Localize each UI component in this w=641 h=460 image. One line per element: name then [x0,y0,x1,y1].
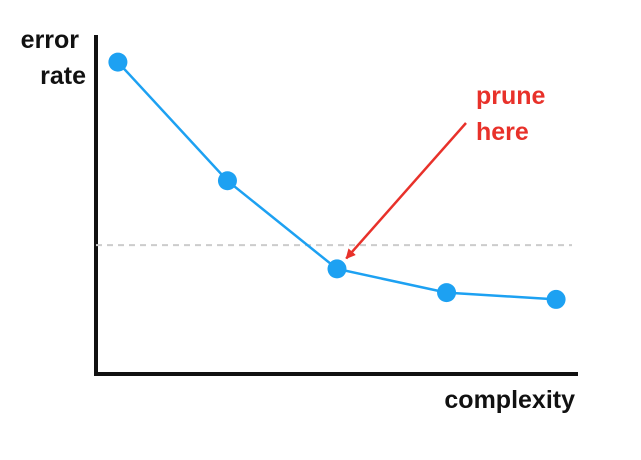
data-point-4 [437,283,457,303]
data-point-2 [217,171,237,191]
data-point-5 [546,289,566,309]
y-axis-title: error rate [21,26,86,90]
y-axis-title-line-2: rate [40,62,86,90]
annotation-line-1: prune [476,82,546,110]
annotation-text: prune here [476,82,552,146]
x-axis-title: complexity [444,386,575,414]
annotation-arrow [345,122,467,260]
data-points [108,52,566,309]
data-point-3 [327,259,347,279]
y-axis-title-line-1: error [21,26,80,54]
data-point-1 [108,52,128,72]
annotation-line-2: here [476,118,529,146]
